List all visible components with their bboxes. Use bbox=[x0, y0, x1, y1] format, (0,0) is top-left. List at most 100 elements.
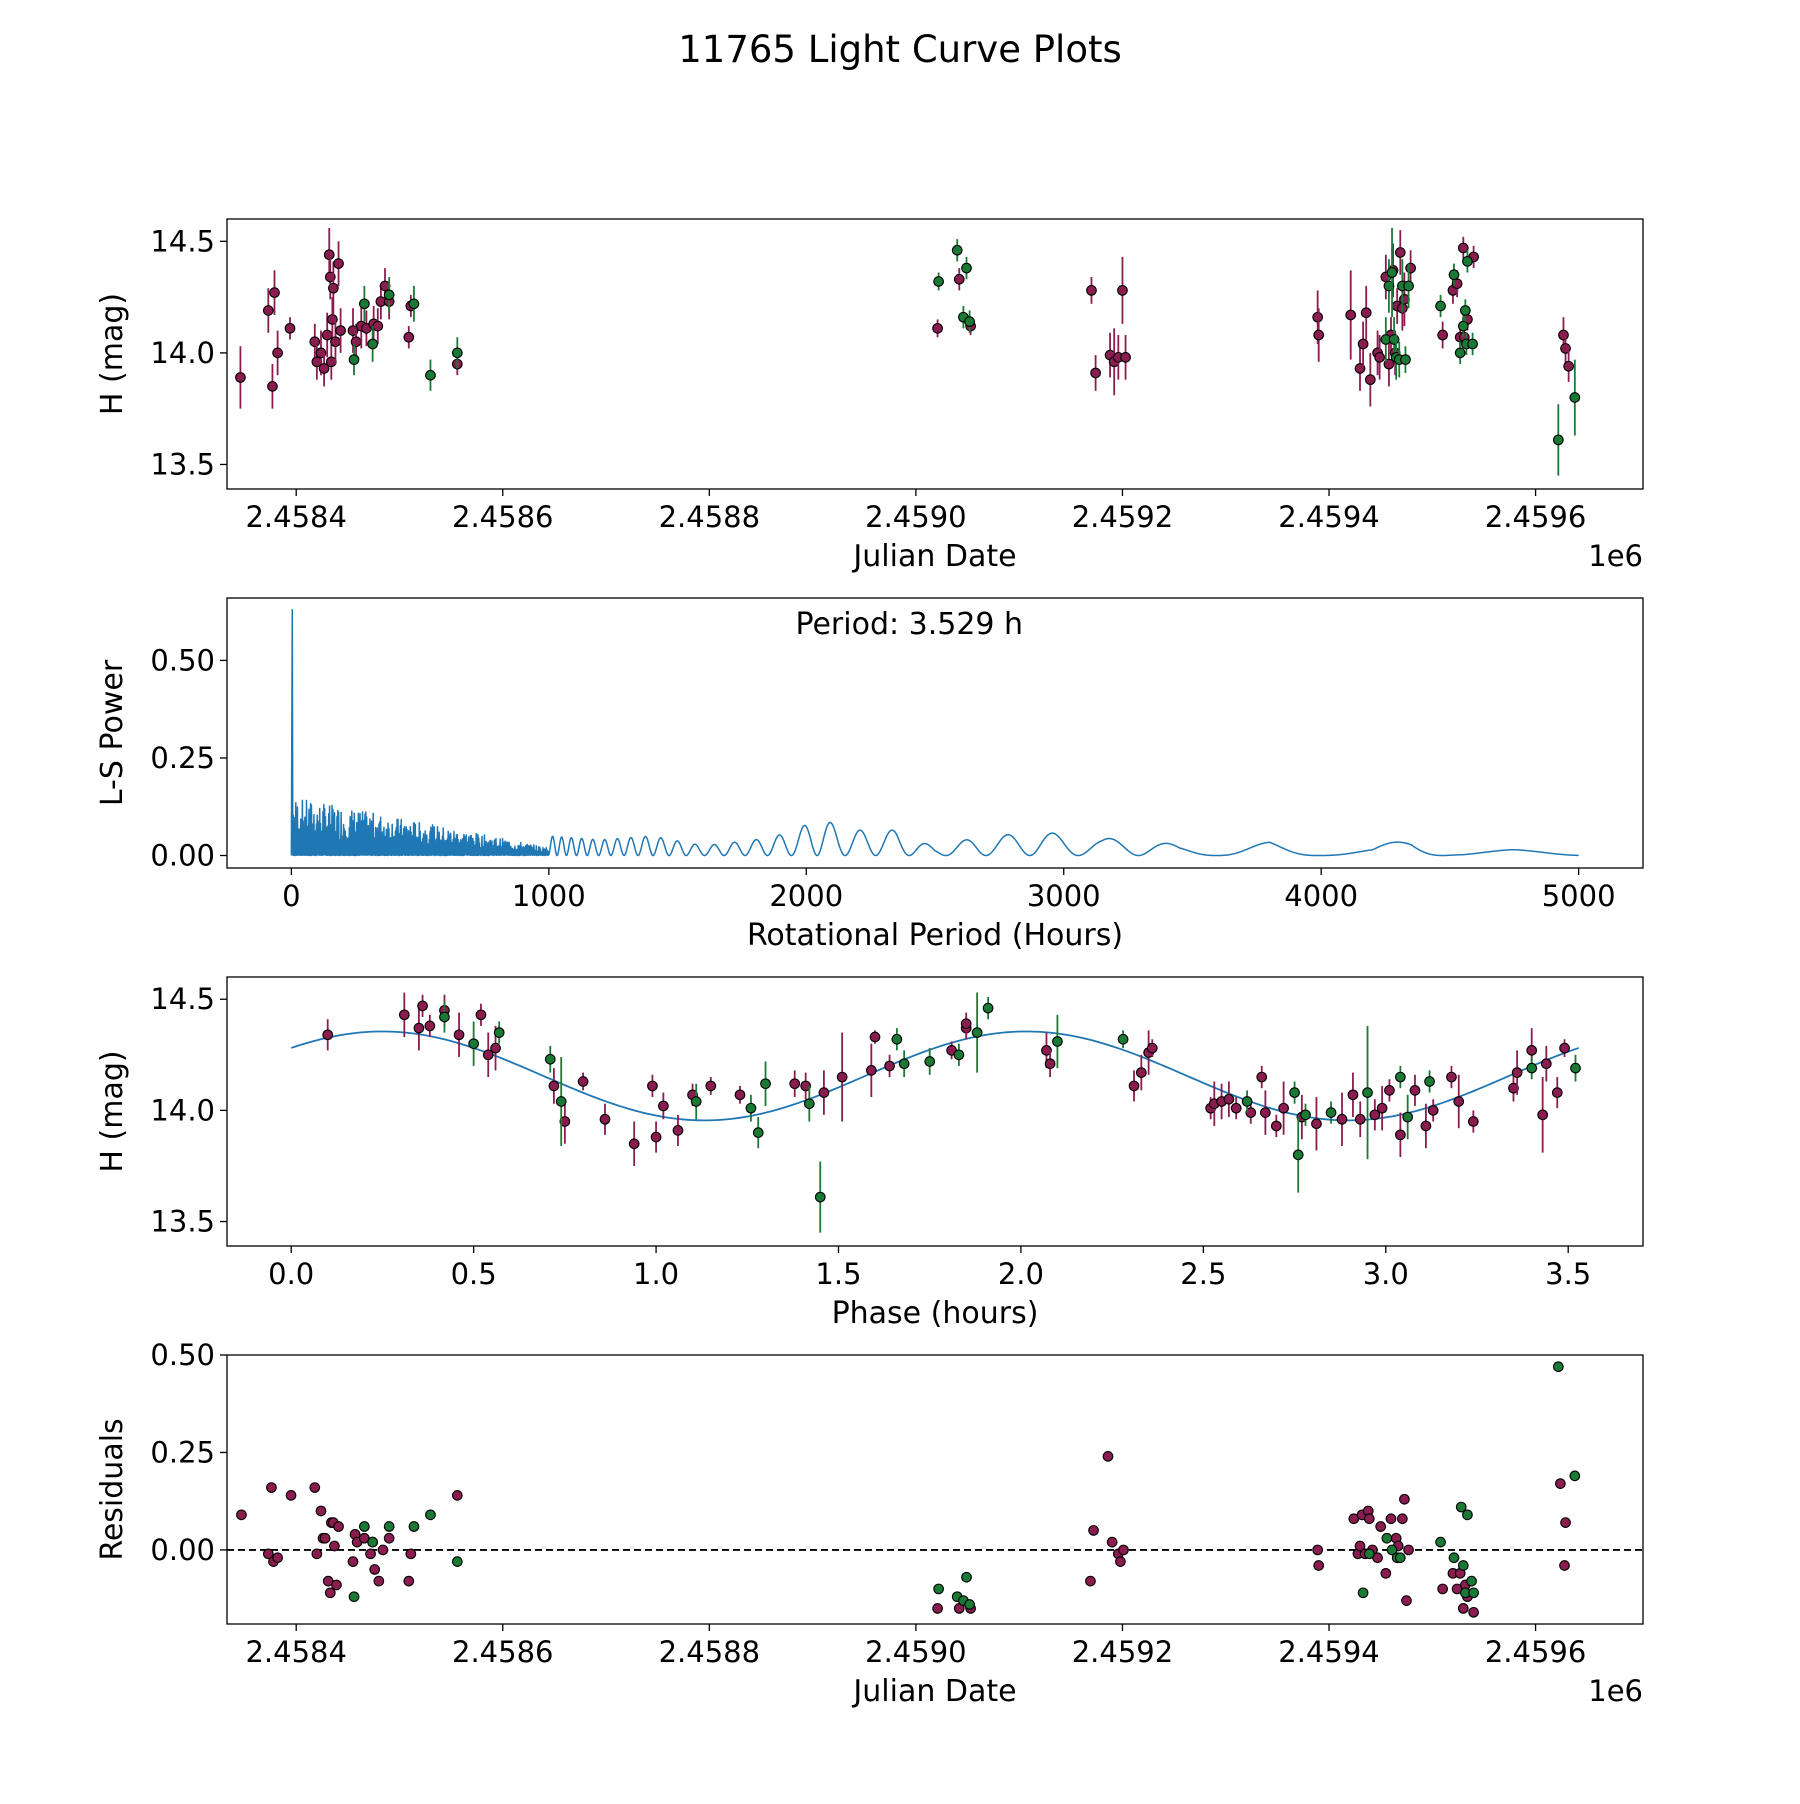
data-point bbox=[1241, 1096, 1253, 1107]
x-tick-label: 2.4586 bbox=[452, 500, 553, 534]
x-tick-label: 2.4588 bbox=[659, 1635, 760, 1669]
data-point bbox=[953, 273, 965, 285]
data-point bbox=[1467, 338, 1478, 350]
data-point bbox=[1312, 1544, 1324, 1556]
data-point bbox=[377, 1544, 389, 1556]
x-tick-label: 1000 bbox=[512, 879, 586, 913]
data-point bbox=[1397, 1513, 1408, 1525]
y-tick-label: 13.5 bbox=[150, 1205, 215, 1239]
data-point bbox=[335, 325, 346, 336]
data-point bbox=[1044, 1058, 1056, 1070]
data-point bbox=[1345, 309, 1357, 321]
data-point bbox=[1117, 285, 1128, 296]
data-point bbox=[405, 1548, 417, 1560]
data-point bbox=[1453, 1096, 1465, 1107]
data-point bbox=[1311, 1118, 1322, 1130]
data-point bbox=[1468, 1587, 1479, 1599]
data-point bbox=[1569, 392, 1581, 403]
data-point bbox=[1381, 1532, 1393, 1544]
data-point bbox=[869, 1031, 881, 1043]
data-point bbox=[1117, 1033, 1129, 1045]
data-point bbox=[898, 1058, 910, 1070]
data-point bbox=[359, 298, 370, 310]
data-point bbox=[1364, 374, 1376, 386]
data-point bbox=[1278, 1102, 1289, 1114]
data-point bbox=[1462, 256, 1473, 267]
data-point bbox=[1427, 1105, 1439, 1116]
data-point bbox=[262, 305, 274, 316]
axes: 2.4584 2.4586 2.4588 2.4590 2.4592 2.4594 2.45… bbox=[95, 1338, 1644, 1709]
data-point bbox=[1537, 1109, 1549, 1121]
data-point bbox=[1394, 247, 1406, 258]
data-point bbox=[1386, 267, 1398, 278]
data-point bbox=[333, 1521, 344, 1532]
data-point bbox=[1558, 329, 1569, 341]
data-point bbox=[1260, 1107, 1271, 1118]
data-point bbox=[236, 1509, 247, 1521]
data-point bbox=[803, 1098, 815, 1110]
data-point bbox=[329, 1540, 340, 1552]
data-point bbox=[1363, 1513, 1375, 1525]
data-point bbox=[1395, 1071, 1406, 1083]
data-point bbox=[322, 1029, 334, 1041]
data-point bbox=[359, 1521, 370, 1532]
data-point bbox=[1118, 1544, 1129, 1556]
data-point bbox=[1511, 1067, 1523, 1078]
data-point bbox=[1446, 1071, 1457, 1083]
x-tick-label: 0.0 bbox=[268, 1257, 314, 1291]
data-point bbox=[752, 1127, 764, 1138]
x-tick-label: 1.0 bbox=[633, 1257, 679, 1291]
data-point bbox=[1457, 242, 1469, 254]
data-point bbox=[372, 320, 384, 332]
data-point bbox=[1468, 1606, 1479, 1618]
data-point bbox=[548, 1080, 560, 1092]
data-point bbox=[1457, 1603, 1469, 1614]
data-point bbox=[1563, 360, 1574, 372]
periodogram-panel: 0 1000 2000 3000 4000 5000 0.00 0.25 0.50 Rotatio… bbox=[95, 597, 1644, 953]
data-point bbox=[1088, 1525, 1099, 1536]
residuals-panel: 2.4584 2.4586 2.4588 2.4590 2.4592 2.4594 2.45… bbox=[95, 1338, 1644, 1709]
data-point bbox=[559, 1116, 571, 1127]
x-axis-label: Julian Date bbox=[851, 539, 1016, 574]
data-point bbox=[1457, 1560, 1469, 1571]
data-point bbox=[1115, 1556, 1126, 1567]
data-point bbox=[745, 1102, 757, 1114]
data-point bbox=[1437, 1583, 1448, 1595]
data-point bbox=[1467, 1116, 1479, 1127]
axes-frame bbox=[226, 1354, 1644, 1625]
y-tick-label: 0.50 bbox=[150, 643, 215, 677]
data-point bbox=[672, 1125, 684, 1136]
data-point bbox=[348, 1591, 360, 1603]
x-tick-label: 1.5 bbox=[815, 1257, 861, 1291]
plot-area bbox=[290, 992, 1581, 1233]
y-tick-label: 14.0 bbox=[150, 1093, 215, 1127]
data-point bbox=[1313, 1560, 1325, 1571]
data-point bbox=[1448, 1552, 1460, 1564]
data-point bbox=[319, 1532, 331, 1544]
axes-frame bbox=[226, 976, 1644, 1247]
phase-fold-panel: 0.0 0.5 1.0 1.5 2.0 2.5 3.0 3.5 13.5 14.0 14.5 Phas… bbox=[95, 976, 1644, 1331]
data-point bbox=[1409, 1085, 1421, 1096]
data-point bbox=[373, 1575, 385, 1587]
data-point bbox=[269, 287, 280, 298]
data-point bbox=[1570, 1062, 1581, 1074]
data-point bbox=[964, 1599, 975, 1610]
data-point bbox=[272, 1552, 283, 1564]
data-point bbox=[1375, 1521, 1387, 1532]
data-point bbox=[1437, 329, 1448, 341]
data-point bbox=[836, 1071, 848, 1083]
data-point bbox=[425, 1509, 436, 1521]
data-point bbox=[1388, 334, 1400, 345]
data-point bbox=[1102, 1451, 1114, 1462]
data-point bbox=[324, 1587, 336, 1599]
data-point bbox=[953, 1049, 965, 1061]
data-point bbox=[424, 1020, 436, 1032]
data-point bbox=[398, 1009, 410, 1021]
data-point bbox=[451, 1489, 463, 1501]
data-point bbox=[1369, 1109, 1381, 1121]
data-point bbox=[1569, 1470, 1581, 1482]
y-tick-label: 0.00 bbox=[150, 839, 215, 873]
y-axis-label: H (mag) bbox=[95, 1050, 130, 1172]
data-point bbox=[1128, 1080, 1140, 1092]
